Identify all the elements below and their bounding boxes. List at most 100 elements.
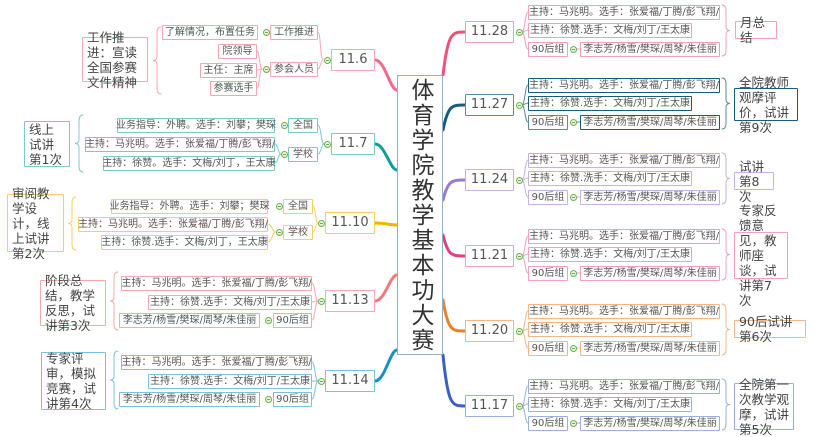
group-members[interactable]: 李志芳/杨雪/樊琛/周琴/朱佳丽 [580, 190, 720, 205]
group-label[interactable]: 90后组 [528, 416, 568, 431]
summary-note[interactable]: 审阅教学设计，线上试讲第2次 [7, 186, 64, 261]
collapse-toggle-icon[interactable] [515, 176, 523, 184]
date-node-11.14[interactable]: 11.14 [325, 370, 375, 392]
collapse-toggle-icon[interactable] [264, 395, 272, 403]
subtopic-national[interactable]: 全国 [283, 199, 313, 214]
collapse-toggle-icon[interactable] [264, 316, 272, 324]
leaf-node[interactable]: 参赛选手 [210, 81, 257, 96]
connector-line [521, 255, 529, 274]
date-node-11.6[interactable]: 11.6 [331, 49, 375, 71]
collapse-toggle-icon[interactable] [317, 219, 325, 227]
host-row[interactable]: 主持：马兆明。选手：张爱福/丁腾/彭飞翔/ [528, 304, 720, 319]
host-row[interactable]: 主持：徐赞.选手：文梅/刘丁/王太康 [528, 247, 692, 262]
summary-note[interactable]: 全院教师观摩评价，试讲第9次 [734, 75, 798, 135]
date-node-11.13[interactable]: 11.13 [325, 290, 375, 312]
host-row[interactable]: 主持：马兆明。选手：张爱福/丁腾/彭飞翔/ [528, 78, 720, 93]
collapse-toggle-icon[interactable] [569, 344, 577, 352]
date-node-11.21[interactable]: 11.21 [465, 245, 514, 267]
group-members[interactable]: 李志芳/杨雪/樊琛/周琴/朱佳丽 [580, 42, 720, 57]
host-row[interactable]: 主持：马兆明。选手：张爱福/丁腾/彭飞翔/ [121, 355, 312, 370]
connector-line [317, 31, 324, 61]
host-row[interactable]: 主持：马兆明。选手：张爱福/丁腾/彭飞翔/ [121, 276, 312, 291]
host-row[interactable]: 主持：徐赞.选手：文梅/刘丁/王太康 [528, 23, 692, 38]
date-node-11.20[interactable]: 11.20 [465, 320, 514, 342]
collapse-toggle-icon[interactable] [569, 269, 577, 277]
group-label[interactable]: 90后组 [273, 313, 312, 328]
summary-note[interactable]: 全院第一次教学观摩，试讲第5次 [734, 377, 794, 437]
collapse-toggle-icon[interactable] [323, 56, 331, 64]
collapse-toggle-icon[interactable] [515, 402, 523, 410]
group-members[interactable]: 李志芳/杨雪/樊琛/周琴/朱佳丽 [119, 392, 260, 407]
collapse-toggle-icon[interactable] [569, 193, 577, 201]
summary-note[interactable]: 专家反馈意见，教师座谈，试讲第7次 [734, 203, 788, 308]
leaf-node[interactable]: 主任：主席 [200, 63, 257, 78]
group-label[interactable]: 90后组 [528, 42, 568, 57]
host-row[interactable]: 主持：徐赞.选手：文梅/刘丁/王太康 [148, 295, 312, 310]
group-label[interactable]: 90后组 [273, 392, 312, 407]
subtopic-node[interactable]: 工作推进 [270, 25, 318, 40]
leaf-node[interactable]: 业务指导：外聘。选手：刘攀；樊琛 [116, 118, 276, 133]
collapse-toggle-icon[interactable] [515, 252, 523, 260]
date-node-11.7[interactable]: 11.7 [331, 133, 375, 155]
collapse-toggle-icon[interactable] [317, 297, 325, 305]
group-label[interactable]: 90后组 [528, 115, 568, 130]
summary-note[interactable]: 线上试讲第1次 [24, 121, 70, 167]
host-row[interactable]: 主持：徐赞.选手：文梅/刘丁/王太康 [528, 96, 692, 111]
summary-note[interactable]: 工作推进：宣读全国参赛文件精神 [82, 30, 148, 90]
collapse-toggle-icon[interactable] [280, 150, 288, 158]
host-row[interactable]: 主持：徐赞.选手：文梅/刘丁/王太康 [528, 397, 692, 412]
host-row[interactable]: 主持：徐赞.洗手：文梅/刘丁/王太康 [528, 171, 692, 186]
date-node-11.24[interactable]: 11.24 [465, 169, 514, 191]
date-node-11.10[interactable]: 11.10 [325, 212, 375, 234]
collapse-toggle-icon[interactable] [280, 121, 288, 129]
collapse-toggle-icon[interactable] [569, 419, 577, 427]
leaf-node[interactable]: 院领导 [218, 44, 257, 59]
leaf-node[interactable]: 主持：马兆明。选手：张爱福/丁腾/彭飞翔/ [85, 137, 275, 152]
leaf-node[interactable]: 业务指导：外聘。选手：刘攀；樊琛 [110, 199, 270, 214]
host-row[interactable]: 主持：马兆明。选手：张爱福/丁腾/彭飞翔/ [528, 153, 720, 168]
group-members[interactable]: 李志芳/杨雪/樊琛/周琴/朱佳丽 [580, 341, 720, 356]
leaf-node[interactable]: 了解情况，布置任务 [162, 25, 258, 40]
central-topic[interactable]: 体育学院教学基本功大赛 [397, 75, 443, 355]
host-row[interactable]: 主持：徐赞.选手：文梅/刘丁/王太康 [528, 322, 692, 337]
host-row[interactable]: 主持：马兆明。选手：张爱福/丁腾/彭飞翔/ [528, 379, 720, 394]
subtopic-node[interactable]: 参会人员 [270, 62, 318, 77]
collapse-toggle-icon[interactable] [275, 228, 283, 236]
subtopic-national[interactable]: 全国 [288, 118, 318, 133]
group-members[interactable]: 李志芳/杨雪/樊琛/周琴/朱佳丽 [580, 266, 720, 281]
group-label[interactable]: 90后组 [528, 190, 568, 205]
summary-note[interactable]: 阶段总结，教学反思，试讲第3次 [40, 273, 106, 333]
leaf-node[interactable]: 主持：徐赞.选手：文梅/刘丁，王太康 [101, 235, 268, 250]
leaf-node[interactable]: 主持：马兆明。选手：张爱福/丁腾/彭飞翔/ [78, 217, 268, 232]
summary-note[interactable]: 月总结 [735, 15, 777, 45]
host-row[interactable]: 主持：马兆明。选手：张爱福/丁腾/彭飞翔/ [528, 229, 720, 244]
collapse-toggle-icon[interactable] [515, 327, 523, 335]
collapse-toggle-icon[interactable] [317, 377, 325, 385]
collapse-toggle-icon[interactable] [323, 140, 331, 148]
subtopic-school[interactable]: 学校 [288, 147, 318, 162]
subtopic-school[interactable]: 学校 [283, 225, 313, 240]
group-label[interactable]: 90后组 [528, 266, 568, 281]
collapse-toggle-icon[interactable] [515, 28, 523, 36]
host-row[interactable]: 主持：马兆明。选手：张爱福/丁腾/彭飞翔/ [528, 5, 720, 20]
collapse-toggle-icon[interactable] [275, 202, 283, 210]
collapse-toggle-icon[interactable] [569, 45, 577, 53]
group-members[interactable]: 李志芳/杨雪/樊琛/周琴/朱佳丽 [580, 115, 720, 130]
summary-note[interactable]: 90后试讲第6次 [734, 314, 806, 344]
group-members[interactable]: 李志芳/杨雪/樊琛/周琴/朱佳丽 [119, 313, 260, 328]
date-node-11.28[interactable]: 11.28 [465, 21, 514, 43]
date-node-11.27[interactable]: 11.27 [465, 94, 514, 116]
collapse-toggle-icon[interactable] [262, 28, 270, 36]
date-node-11.17[interactable]: 11.17 [465, 395, 514, 417]
connector-line [521, 31, 529, 50]
summary-note[interactable]: 试讲第8次 [734, 159, 774, 204]
collapse-toggle-icon[interactable] [262, 65, 270, 73]
summary-note[interactable]: 专家评审，模拟竞赛，试讲第4次 [41, 351, 106, 411]
leaf-node[interactable]: 主持：徐赞。选手：文梅/刘丁，王太康 [102, 156, 276, 171]
group-members[interactable]: 李志芳/杨雪/樊琛/周琴/朱佳丽 [580, 416, 720, 431]
collapse-toggle-icon[interactable] [515, 101, 523, 109]
collapse-toggle-icon[interactable] [569, 118, 577, 126]
host-row[interactable]: 主持：徐赞.选手：文梅/刘丁/王太康 [148, 374, 312, 389]
group-label[interactable]: 90后组 [528, 341, 568, 356]
